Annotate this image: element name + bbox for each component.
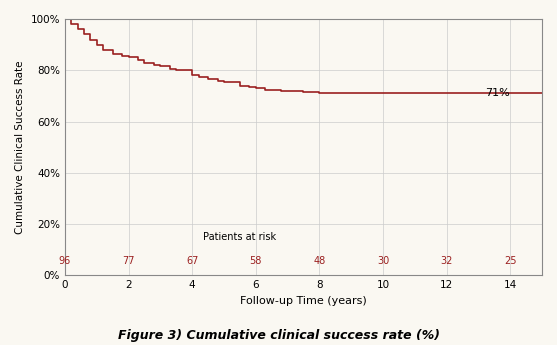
Text: 25: 25 [504, 256, 516, 266]
X-axis label: Follow-up Time (years): Follow-up Time (years) [240, 296, 367, 306]
Text: 58: 58 [250, 256, 262, 266]
Text: 67: 67 [186, 256, 198, 266]
Text: 96: 96 [59, 256, 71, 266]
Text: 71%: 71% [485, 88, 510, 98]
Text: 32: 32 [441, 256, 453, 266]
Text: 77: 77 [123, 256, 135, 266]
Y-axis label: Cumulative Clinical Success Rate: Cumulative Clinical Success Rate [15, 60, 25, 234]
Text: Patients at risk: Patients at risk [203, 232, 276, 242]
Text: 30: 30 [377, 256, 389, 266]
Text: 48: 48 [313, 256, 325, 266]
Text: Figure 3) Cumulative clinical success rate (%): Figure 3) Cumulative clinical success ra… [118, 328, 439, 342]
